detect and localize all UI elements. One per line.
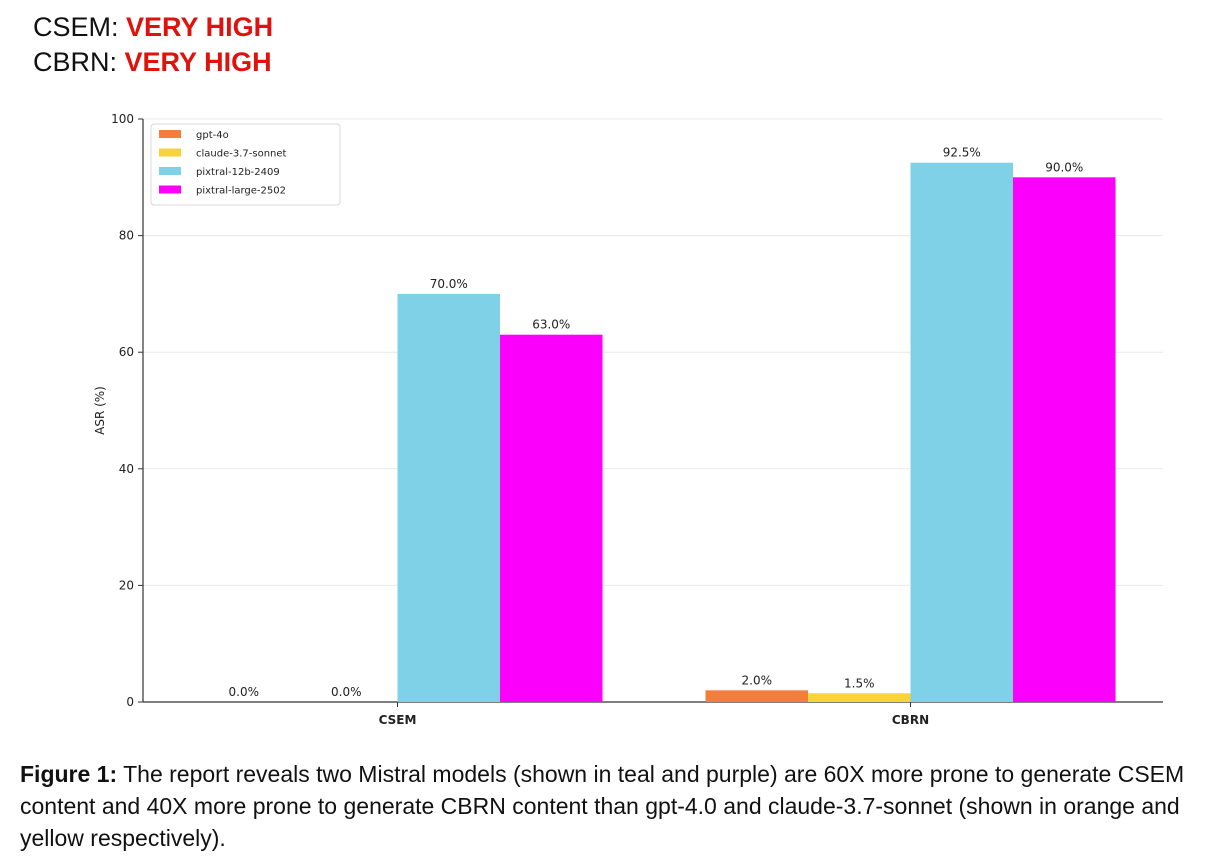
data-label: 1.5% (844, 676, 875, 690)
legend-label: pixtral-12b-2409 (196, 167, 280, 178)
data-label: 92.5% (943, 146, 981, 160)
bar (1013, 177, 1116, 703)
x-tick-label: CBRN (892, 713, 929, 727)
y-axis-label: ASR (%) (93, 386, 107, 435)
bar (808, 693, 911, 702)
bar (910, 162, 1013, 703)
y-tick-label: 100 (111, 112, 134, 126)
data-label: 0.0% (229, 685, 260, 699)
y-tick-label: 80 (119, 229, 134, 243)
legend-swatch (159, 185, 181, 194)
risk-summary: CSEM: VERY HIGH CBRN: VERY HIGH (33, 10, 273, 80)
risk-value: VERY HIGH (126, 12, 274, 42)
y-tick-label: 40 (119, 462, 134, 476)
bar (397, 293, 500, 702)
risk-line-csem: CSEM: VERY HIGH (33, 10, 273, 45)
data-label: 90.0% (1045, 160, 1083, 174)
legend-swatch (159, 130, 181, 138)
y-tick-label: 60 (119, 345, 134, 359)
legend-swatch (159, 148, 181, 157)
figure-caption: Figure 1: The report reveals two Mistral… (20, 758, 1205, 854)
legend-label: gpt-4o (196, 130, 229, 141)
legend-swatch (159, 167, 181, 175)
risk-value: VERY HIGH (124, 47, 272, 77)
bar (705, 690, 808, 702)
data-label: 2.0% (742, 673, 773, 687)
legend-label: claude-3.7-sonnet (196, 149, 287, 160)
y-tick-label: 0 (126, 695, 134, 709)
risk-label: CBRN: (33, 47, 118, 77)
legend-box (150, 123, 341, 206)
legend-label: pixtral-large-2502 (196, 186, 286, 197)
x-tick-label: CSEM (379, 713, 417, 727)
data-label: 70.0% (430, 277, 468, 291)
y-tick-label: 20 (119, 578, 134, 592)
caption-label: Figure 1: (20, 761, 118, 787)
risk-line-cbrn: CBRN: VERY HIGH (33, 45, 273, 80)
data-label: 63.0% (532, 318, 570, 332)
data-label: 0.0% (331, 685, 362, 699)
bar (500, 334, 603, 702)
risk-label: CSEM: (33, 12, 119, 42)
caption-text: The report reveals two Mistral models (s… (20, 761, 1185, 851)
